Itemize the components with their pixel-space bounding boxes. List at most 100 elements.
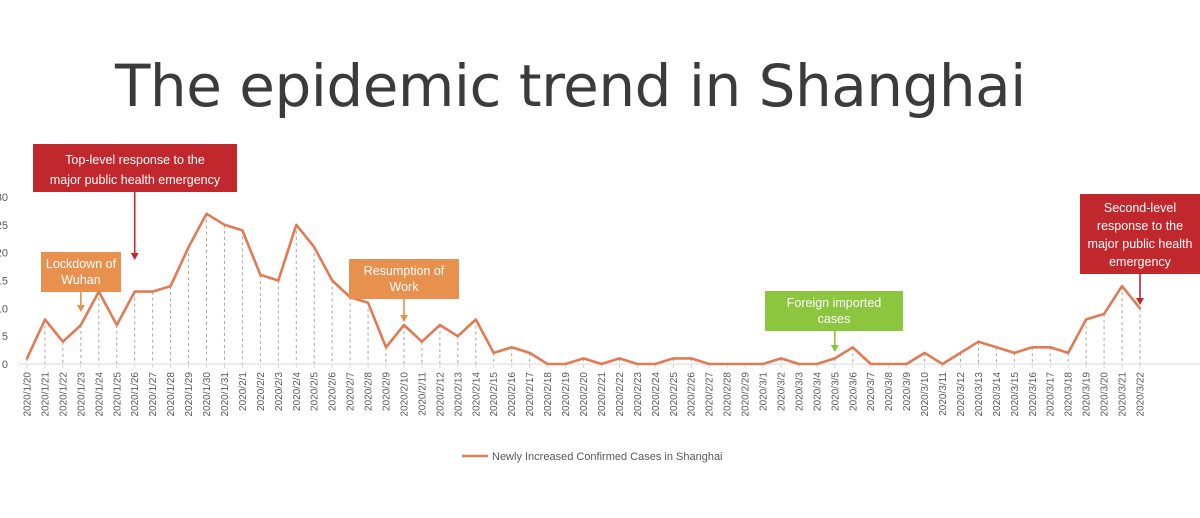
data-point [1085, 318, 1087, 321]
data-point [169, 285, 172, 287]
data-point [564, 363, 567, 365]
x-tick-label: 2020/3/2 [776, 372, 787, 411]
annotation-arrow-head [830, 345, 839, 352]
data-point [600, 363, 603, 365]
data-point [1013, 352, 1016, 354]
x-tick-label: 2020/1/22 [58, 372, 69, 417]
data-point [672, 357, 675, 360]
x-tick-label: 2020/3/21 [1118, 372, 1129, 417]
y-tick-label: 5 [2, 331, 8, 343]
x-tick-label: 2020/2/12 [435, 372, 446, 417]
data-point [726, 363, 728, 365]
y-tick-label: 25 [0, 220, 8, 232]
annotation-text: Wuhan [61, 273, 100, 287]
data-point [421, 340, 423, 343]
x-tick-label: 2020/3/3 [794, 372, 805, 411]
data-point [385, 346, 387, 349]
data-point [313, 246, 316, 248]
data-point [439, 324, 441, 326]
x-tick-label: 2020/3/19 [1082, 372, 1093, 417]
annotation-top-level-response-to-the: Top-level response to the major public he… [33, 144, 237, 260]
annotation-text: cases [818, 312, 851, 326]
annotation-second-level: Second-level response to the major public … [1080, 194, 1200, 305]
x-tick-label: 2020/3/13 [974, 372, 985, 417]
data-point [80, 324, 82, 326]
x-tick-label: 2020/1/23 [76, 372, 87, 417]
x-tick-label: 2020/2/14 [471, 372, 482, 417]
data-point [798, 363, 800, 365]
x-tick-label: 2020/3/9 [902, 372, 913, 411]
legend-label: Newly Increased Confirmed Cases in Shang… [492, 451, 723, 463]
data-point [977, 340, 980, 343]
y-tick-label: 30 [0, 192, 8, 204]
data-point [636, 363, 639, 365]
x-tick-label: 2020/2/2 [256, 372, 267, 411]
data-point [510, 346, 513, 349]
data-point [780, 357, 782, 360]
x-tick-label: 2020/3/12 [956, 372, 967, 417]
data-point [995, 346, 998, 349]
x-tick-label: 2020/2/8 [364, 372, 375, 411]
data-point [223, 224, 226, 226]
x-tick-label: 2020/3/7 [866, 372, 877, 411]
x-tick-label: 2020/3/14 [992, 372, 1003, 417]
x-tick-label: 2020/2/7 [346, 372, 357, 411]
data-point [654, 363, 657, 365]
x-tick-label: 2020/3/1 [759, 372, 770, 411]
x-tick-label: 2020/2/15 [489, 372, 500, 417]
data-point [259, 274, 262, 276]
annotation-arrow-head [399, 315, 408, 322]
data-point [905, 363, 908, 365]
annotation-text: Lockdown of [46, 257, 117, 271]
data-point [62, 340, 64, 343]
x-tick-label: 2020/2/29 [741, 372, 752, 417]
y-tick-label: 0 [2, 359, 8, 371]
legend: Newly Increased Confirmed Cases in Shang… [462, 451, 723, 463]
data-point [690, 357, 693, 360]
data-point [295, 224, 298, 226]
data-point [546, 363, 549, 365]
data-point [44, 318, 46, 321]
annotation-text: Foreign imported [787, 296, 882, 310]
x-tick-label: 2020/1/31 [220, 372, 231, 417]
series-line [25, 212, 1142, 366]
annotation-text: Top-level response to the [65, 153, 205, 167]
data-point [618, 357, 621, 360]
x-tick-label: 2020/3/8 [884, 372, 895, 411]
data-point [923, 352, 926, 354]
annotation-box [33, 144, 237, 192]
x-tick-label: 2020/2/11 [417, 372, 428, 416]
x-tick-label: 2020/2/16 [507, 372, 518, 417]
x-tick-label: 2020/3/4 [812, 372, 823, 411]
x-tick-label: 2020/3/22 [1136, 372, 1147, 417]
y-tick-label: 10 [0, 303, 8, 315]
x-tick-label: 2020/1/28 [166, 372, 177, 417]
data-point [115, 324, 118, 326]
data-point [403, 324, 405, 326]
annotation-text: emergency [1109, 255, 1172, 269]
annotation-box [349, 259, 459, 299]
data-point [851, 346, 854, 349]
annotations: Top-level response to the major public he… [33, 144, 1200, 352]
x-tick-label: 2020/2/27 [705, 372, 716, 417]
annotation-foreign-imported: Foreign imported cases [765, 291, 903, 352]
data-point [367, 301, 369, 304]
data-point [474, 318, 477, 321]
y-tick-label: 15 [0, 276, 8, 288]
x-tick-label: 2020/2/3 [274, 372, 285, 411]
x-tick-label: 2020/2/18 [543, 372, 554, 417]
annotation-text: Second-level [1104, 201, 1176, 215]
annotation-text: major public health [1088, 237, 1193, 251]
data-point [133, 290, 136, 293]
x-tick-label: 2020/1/21 [40, 372, 51, 417]
data-point [331, 279, 333, 282]
x-tick-label: 2020/1/25 [112, 372, 123, 417]
annotation-lockdown-of: Lockdown of Wuhan [41, 252, 121, 312]
x-tick-label: 2020/1/29 [184, 372, 195, 417]
y-tick-label: 20 [0, 248, 8, 260]
data-point [1067, 352, 1069, 354]
annotation-resumption-of: Resumption of Work [349, 259, 459, 322]
x-tick-label: 2020/3/20 [1100, 372, 1111, 417]
x-tick-label: 2020/2/10 [399, 372, 410, 417]
